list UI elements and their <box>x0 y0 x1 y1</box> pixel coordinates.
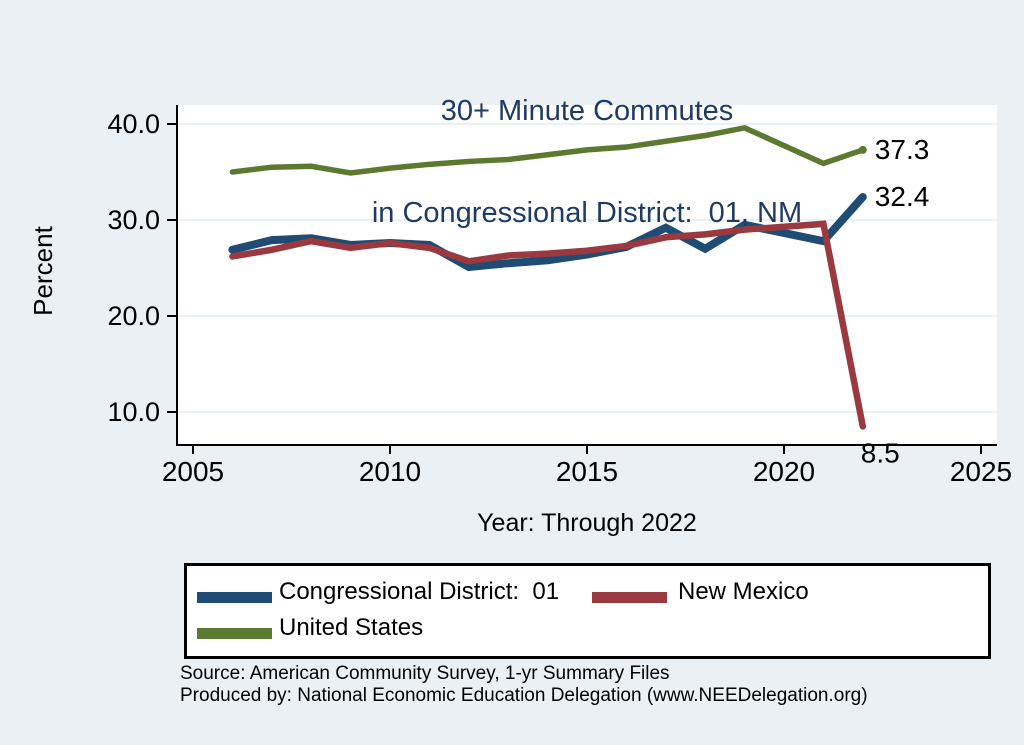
legend: Congressional District: 01 New Mexico Un… <box>184 563 991 659</box>
series-line-united-states <box>229 124 866 176</box>
y-tick-label: 20.0 <box>107 301 160 331</box>
x-tick-label: 2015 <box>556 456 618 487</box>
y-axis-title: Percent <box>28 226 58 316</box>
series-line-new-mexico <box>229 220 867 430</box>
legend-swatch-new-mexico <box>592 592 667 603</box>
end-label-united-states: 37.3 <box>875 134 930 165</box>
x-tick-label: 2005 <box>162 456 224 487</box>
x-tick-label: 2025 <box>950 456 1012 487</box>
series-end-marker-united-states <box>858 145 867 154</box>
footer: Source: American Community Survey, 1-yr … <box>180 663 868 706</box>
plot-area <box>177 105 997 445</box>
end-label-new-mexico: 8.5 <box>861 437 900 468</box>
legend-label-new-mexico: New Mexico <box>678 578 809 605</box>
y-tick-label: 10.0 <box>107 397 160 427</box>
legend-label-united-states: United States <box>279 614 424 641</box>
footer-produced-by: Produced by: National Economic Education… <box>180 684 868 706</box>
chart-title: 30+ Minute Commutes in Congressional Dis… <box>75 26 1024 298</box>
chart-title-line2: in Congressional District: 01, NM <box>371 197 803 229</box>
x-tick-label: 2020 <box>753 456 815 487</box>
legend-swatch-united-states <box>197 628 272 639</box>
x-tick-label: 2010 <box>359 456 421 487</box>
legend-label-congressional-district-01: Congressional District: 01 <box>279 578 560 605</box>
legend-swatch-congressional-district-01 <box>197 592 272 603</box>
chart-title-line1: 30+ Minute Commutes <box>440 95 734 127</box>
y-tick-label: 40.0 <box>107 109 160 139</box>
footer-source: Source: American Community Survey, 1-yr … <box>180 663 670 684</box>
y-tick-label: 30.0 <box>107 205 160 235</box>
x-axis-title: Year: Through 2022 <box>477 509 697 537</box>
end-label-congressional-district-01: 32.4 <box>875 181 930 212</box>
